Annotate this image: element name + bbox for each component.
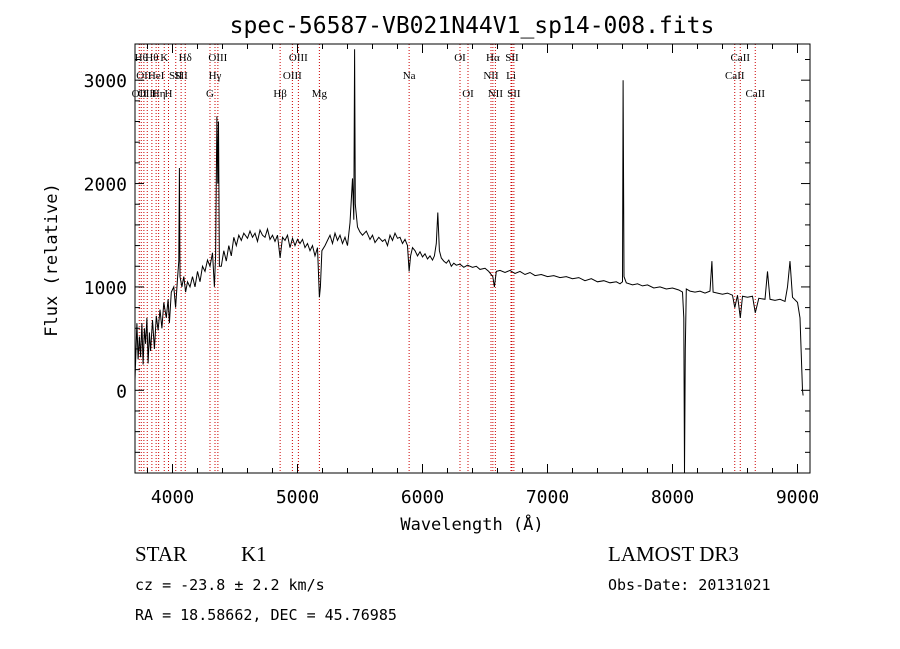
line-marker-label: OIII [208,52,227,64]
line-marker-label: HeI [148,70,165,82]
line-marker-label: SII [507,88,521,100]
line-marker-label: OII [136,70,152,82]
line-marker-label: Hθ [135,52,148,64]
line-marker-label: Hα [486,52,500,64]
y-tick-label: 3000 [84,71,127,92]
x-axis-label: Wavelength (Å) [400,513,543,535]
line-marker-label: OII [132,88,148,100]
line-marker-label: Li [506,70,516,82]
x-tick-label: 5000 [276,487,319,508]
line-marker-label: H [165,88,173,100]
y-axis-ticks: 0 1000 2000 3000 [84,59,810,474]
line-marker-label: OI [454,52,466,64]
y-tick-label: 1000 [84,278,127,299]
line-marker-label: OIII [138,88,157,100]
line-markers [138,44,756,473]
x-tick-label: 7000 [526,487,569,508]
line-marker-label: OI [462,88,474,100]
line-marker-label: SII [169,70,183,82]
x-tick-label: 8000 [651,487,694,508]
line-marker-label: Hθ [145,52,158,64]
y-tick-label: 2000 [84,175,127,196]
survey-name: LAMOST DR3 [608,542,739,566]
line-marker-label: Na [403,70,416,82]
line-marker-label: G [206,88,214,100]
spectrum-line [134,49,804,474]
line-marker-labels: OIIHθOIIOIIIHθHeIHηKHSIISIIHδGHγOIIIHβOI… [132,52,766,100]
x-tick-label: 4000 [151,487,194,508]
line-marker-label: SII [174,70,188,82]
observation-date: Obs-Date: 20131021 [608,576,771,594]
line-marker-label: SII [505,52,519,64]
x-axis-ticks: 4000 5000 6000 7000 8000 9000 [147,44,819,508]
chart-title: spec-56587-VB021N44V1_sp14-008.fits [230,13,715,39]
plot-frame [134,43,811,474]
line-marker-label: NII [488,88,504,100]
line-marker-label: Mg [312,88,328,100]
x-tick-label: 9000 [776,487,819,508]
coordinates: RA = 18.58662, DEC = 45.76985 [135,606,397,624]
line-marker-label: Hβ [273,88,287,100]
x-tick-label: 6000 [401,487,444,508]
y-tick-label: 0 [116,381,127,402]
redshift-value: cz = -23.8 ± 2.2 km/s [135,576,325,594]
line-marker-label: OIII [289,52,308,64]
line-marker-label: CaII [725,70,745,82]
line-marker-label: CaII [745,88,765,100]
line-marker-label: K [160,52,168,64]
line-marker-label: Hη [152,88,166,100]
line-marker-label: CaII [730,52,750,64]
y-axis-label: Flux (relative) [42,183,62,337]
object-class: STAR [135,542,187,566]
line-marker-label: NII [483,70,499,82]
line-marker-label: OIII [283,70,302,82]
line-marker-label: Hγ [209,70,222,82]
line-marker-label: Hδ [179,52,192,64]
object-subclass: K1 [241,542,267,566]
